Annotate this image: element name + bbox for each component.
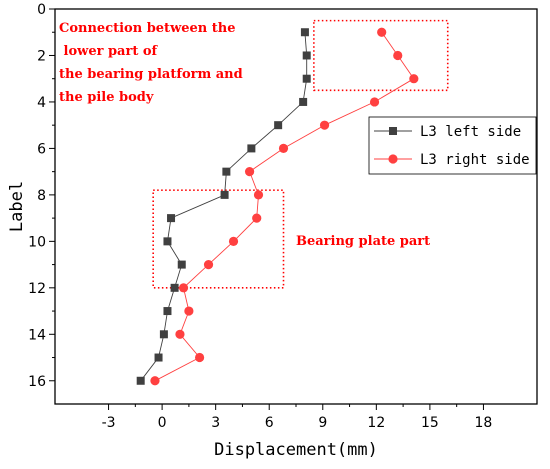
data-point bbox=[150, 376, 160, 386]
legend-label: L3 right side bbox=[420, 152, 530, 168]
y-tick-label: 10 bbox=[28, 234, 46, 250]
legend-marker bbox=[389, 127, 397, 135]
legend-label: L3 left side bbox=[420, 124, 521, 140]
data-point bbox=[154, 353, 163, 362]
data-point bbox=[228, 236, 239, 246]
y-tick-label: 14 bbox=[28, 327, 46, 343]
annotation-texts: Connection between the lower part of the … bbox=[59, 21, 430, 249]
data-point bbox=[319, 120, 330, 130]
data-point bbox=[203, 259, 214, 270]
series-line bbox=[140, 32, 308, 382]
data-point bbox=[302, 74, 311, 83]
x-tick-label: 18 bbox=[475, 415, 493, 431]
data-point bbox=[252, 213, 262, 223]
legend-marker bbox=[388, 154, 398, 164]
data-point bbox=[253, 190, 264, 200]
x-tick-label: 0 bbox=[158, 415, 167, 431]
y-tick-label: 2 bbox=[37, 48, 46, 64]
y-tick-label: 0 bbox=[37, 2, 46, 18]
x-tick-label: 6 bbox=[265, 415, 274, 431]
x-tick-label: 12 bbox=[367, 415, 385, 431]
data-point bbox=[195, 352, 205, 363]
data-point bbox=[274, 121, 283, 130]
series-1 bbox=[150, 27, 419, 386]
data-point bbox=[302, 51, 311, 60]
annotation-line: the bearing platform and bbox=[59, 67, 243, 82]
annotation-text-mid: Bearing plate part bbox=[296, 234, 430, 249]
data-point bbox=[278, 143, 289, 154]
data-point bbox=[409, 74, 419, 84]
annotation-line: lower part of bbox=[59, 44, 159, 59]
annotation-boxes bbox=[152, 19, 449, 289]
data-point bbox=[220, 190, 229, 199]
data-point bbox=[175, 329, 185, 339]
series-layer bbox=[136, 27, 419, 386]
data-point bbox=[170, 283, 179, 292]
data-point bbox=[300, 28, 309, 37]
data-point bbox=[222, 167, 231, 176]
annotation-text-top: Connection between the lower part of the … bbox=[59, 21, 243, 105]
data-point bbox=[369, 97, 380, 107]
data-point bbox=[167, 214, 176, 223]
annotation-box-top bbox=[313, 19, 449, 92]
legend: L3 left side L3 right side bbox=[368, 116, 537, 175]
data-point bbox=[184, 306, 194, 316]
x-tick-label: 15 bbox=[421, 415, 439, 431]
data-point bbox=[244, 167, 255, 177]
data-point bbox=[163, 307, 172, 316]
x-axis-title: Displacement(mm) bbox=[214, 440, 378, 460]
data-point bbox=[163, 237, 172, 246]
y-axis-title: Label bbox=[7, 181, 27, 232]
y-tick-label: 16 bbox=[28, 374, 46, 390]
data-point bbox=[159, 330, 168, 339]
y-tick-label: 6 bbox=[37, 141, 46, 157]
series-line bbox=[154, 31, 415, 382]
annotation-line: Bearing plate part bbox=[296, 234, 430, 249]
data-point bbox=[393, 50, 403, 61]
data-point bbox=[177, 260, 186, 269]
annotation-line: Connection between the bbox=[59, 21, 236, 36]
annotation-box-mid bbox=[152, 189, 285, 289]
y-tick-label: 8 bbox=[37, 188, 46, 204]
data-point bbox=[247, 144, 256, 153]
x-tick-label: 3 bbox=[211, 415, 220, 431]
y-tick-label: 4 bbox=[37, 95, 46, 111]
axis-ticks: -3 0 3 6 9 12 15 18 0 2 4 6 8 10 12 14 16 bbox=[28, 2, 492, 431]
data-point bbox=[178, 283, 189, 293]
legend-box bbox=[368, 116, 537, 175]
data-point bbox=[136, 376, 145, 385]
y-tick-label: 12 bbox=[28, 281, 46, 297]
series-0 bbox=[136, 28, 311, 385]
x-tick-label: -3 bbox=[102, 415, 116, 431]
data-point bbox=[377, 27, 387, 37]
annotation-line: the pile body bbox=[59, 90, 154, 105]
x-tick-label: 9 bbox=[318, 415, 327, 431]
data-point bbox=[299, 97, 308, 106]
